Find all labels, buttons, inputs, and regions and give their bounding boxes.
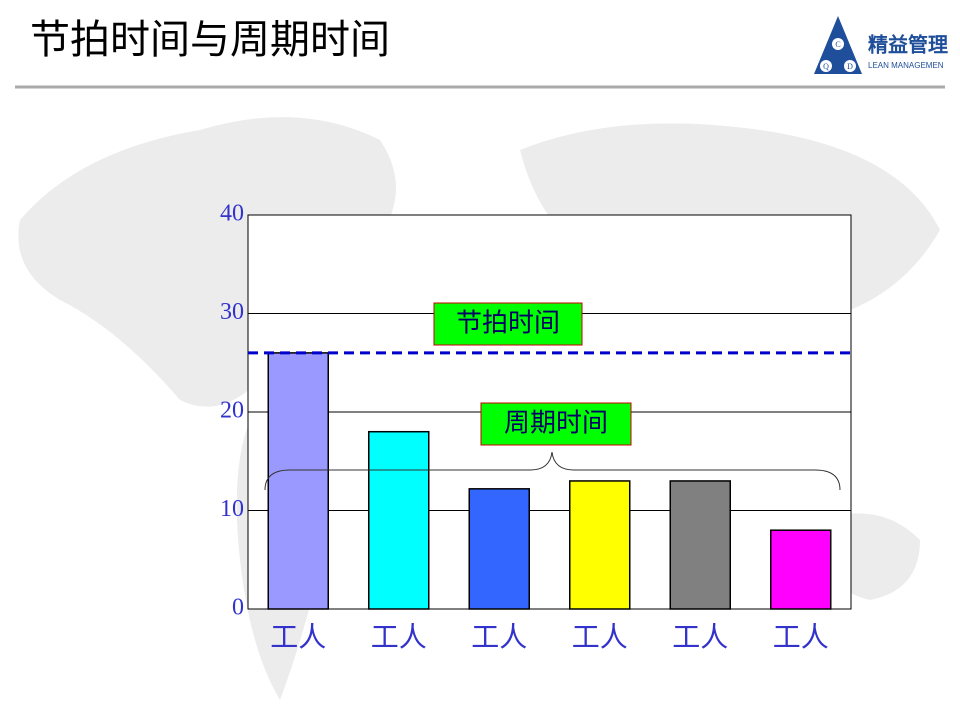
takt-label: 节拍时间 bbox=[456, 309, 560, 339]
bar bbox=[267, 352, 329, 610]
x-tick-label: 工人 bbox=[672, 622, 728, 653]
bar bbox=[569, 480, 631, 610]
logo-name: 精益管理 bbox=[868, 33, 948, 57]
x-tick-label: 工人 bbox=[773, 622, 829, 653]
x-tick-label: 工人 bbox=[572, 622, 628, 653]
y-tick-label: 30 bbox=[220, 299, 244, 325]
x-tick-label: 工人 bbox=[471, 622, 527, 653]
logo-letter: D bbox=[847, 62, 853, 71]
logo-subtitle: LEAN MANAGEMEN bbox=[868, 61, 944, 70]
cycle-label: 周期时间 bbox=[504, 409, 608, 439]
bar bbox=[669, 480, 731, 610]
y-tick-label: 40 bbox=[220, 201, 244, 227]
slide-title: 节拍时间与周期时间 bbox=[30, 17, 390, 63]
cycle-brace bbox=[264, 451, 841, 491]
logo-letter: Q bbox=[823, 62, 829, 71]
takt-label-box bbox=[433, 302, 583, 346]
y-tick-label: 0 bbox=[232, 595, 244, 621]
cycle-label-box bbox=[480, 402, 632, 446]
y-tick-label: 20 bbox=[220, 398, 244, 424]
bar bbox=[770, 529, 832, 610]
bar bbox=[368, 430, 430, 610]
y-tick-label: 10 bbox=[220, 496, 244, 522]
logo: C Q D 精益管理 LEAN MANAGEMEN bbox=[814, 16, 948, 74]
bar bbox=[468, 488, 530, 610]
x-tick-label: 工人 bbox=[371, 622, 427, 653]
logo-letter: C bbox=[835, 40, 840, 49]
x-tick-label: 工人 bbox=[270, 622, 326, 653]
